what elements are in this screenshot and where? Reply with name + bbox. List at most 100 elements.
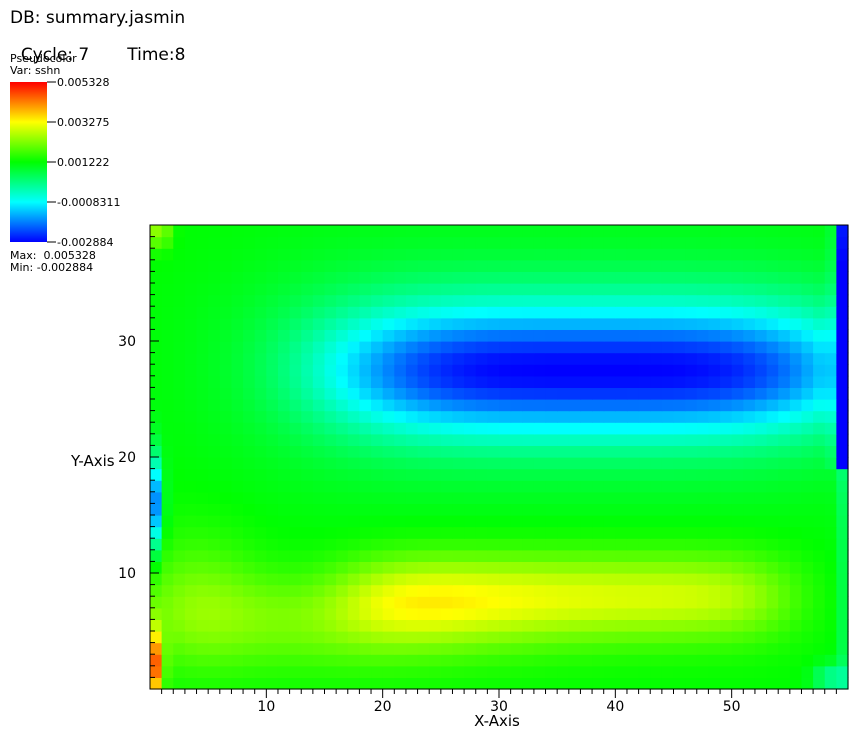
heatmap-cell — [452, 573, 465, 586]
heatmap-cell — [405, 248, 419, 261]
heatmap-cell — [510, 294, 523, 307]
heatmap-cell — [754, 352, 768, 365]
heatmap-cell — [219, 306, 233, 319]
heatmap-cell — [289, 259, 302, 272]
heatmap-cell — [650, 503, 663, 516]
heatmap-cell — [371, 468, 384, 481]
heatmap-cell — [801, 642, 814, 655]
heatmap-cell — [254, 248, 267, 261]
heatmap-cell — [673, 538, 686, 551]
heatmap-cell — [801, 364, 814, 377]
heatmap-cell — [254, 607, 267, 620]
heatmap-cell — [417, 549, 430, 562]
heatmap-cell — [336, 573, 349, 586]
heatmap-cell — [173, 329, 186, 342]
heatmap-cell — [336, 248, 349, 261]
heatmap-cell — [173, 410, 186, 423]
heatmap-cell — [696, 503, 709, 516]
heatmap-cell — [312, 364, 326, 377]
heatmap-cell — [382, 294, 395, 307]
heatmap-cell — [347, 283, 360, 296]
heatmap-cell — [359, 399, 372, 412]
heatmap-cell — [592, 619, 605, 632]
heatmap-cell — [522, 387, 535, 400]
heatmap-cell — [778, 341, 791, 354]
heatmap-cell — [708, 410, 721, 423]
heatmap-cell — [243, 561, 256, 574]
heatmap-cell — [510, 457, 523, 470]
heatmap-cell — [161, 341, 174, 354]
heatmap-cell — [661, 248, 675, 261]
heatmap-cell — [161, 491, 174, 504]
heatmap-cell — [615, 236, 628, 249]
heatmap-cell — [429, 410, 442, 423]
heatmap-cell — [336, 596, 349, 609]
heatmap-cell — [568, 445, 582, 458]
heatmap-cell — [580, 515, 593, 528]
heatmap-cell — [464, 573, 477, 586]
heatmap-cell — [545, 468, 558, 481]
heatmap-cell — [405, 375, 419, 388]
heatmap-cell — [301, 352, 314, 365]
heatmap-cell — [778, 468, 791, 481]
heatmap-cell — [243, 631, 256, 644]
heatmap-cell — [673, 248, 686, 261]
heatmap-cell — [754, 375, 768, 388]
heatmap-cell — [731, 433, 744, 446]
heatmap-cell — [231, 642, 244, 655]
heatmap-cell — [324, 329, 337, 342]
heatmap-cell — [277, 317, 291, 330]
heatmap-cell — [673, 584, 686, 597]
heatmap-cell — [394, 306, 407, 319]
heatmap-cell — [813, 457, 826, 470]
heatmap-cell — [173, 259, 186, 272]
heatmap-cell — [452, 515, 465, 528]
heatmap-cell — [347, 677, 360, 690]
heatmap-cell — [638, 364, 651, 377]
heatmap-cell — [650, 271, 663, 284]
heatmap-cell — [371, 248, 384, 261]
heatmap — [150, 225, 849, 690]
heatmap-cell — [720, 619, 733, 632]
heatmap-cell — [219, 283, 233, 296]
heatmap-cell — [743, 596, 756, 609]
heatmap-cell — [789, 549, 803, 562]
heatmap-cell — [440, 225, 454, 238]
heatmap-cell — [266, 259, 279, 272]
heatmap-cell — [219, 526, 233, 539]
heatmap-cell — [161, 561, 174, 574]
heatmap-cell — [499, 573, 512, 586]
heatmap-cell — [754, 399, 768, 412]
heatmap-cell — [650, 317, 663, 330]
heatmap-cell — [592, 573, 605, 586]
heatmap-cell — [429, 677, 442, 690]
heatmap-cell — [161, 503, 174, 516]
heatmap-cell — [720, 352, 733, 365]
heatmap-cell — [801, 259, 814, 272]
heatmap-cell — [661, 654, 675, 667]
heatmap-cell — [371, 515, 384, 528]
heatmap-cell — [150, 677, 163, 690]
heatmap-cell — [743, 491, 756, 504]
heatmap-cell — [743, 352, 756, 365]
heatmap-cell — [219, 410, 233, 423]
heatmap-cell — [347, 549, 360, 562]
heatmap-cell — [836, 631, 849, 644]
heatmap-cell — [824, 364, 837, 377]
heatmap-cell — [743, 642, 756, 655]
heatmap-cell — [324, 399, 337, 412]
heatmap-cell — [615, 549, 628, 562]
heatmap-cell — [603, 283, 616, 296]
heatmap-cell — [813, 410, 826, 423]
heatmap-cell — [789, 433, 803, 446]
heatmap-cell — [499, 259, 512, 272]
heatmap-cell — [150, 306, 163, 319]
heatmap-cell — [766, 457, 779, 470]
heatmap-cell — [150, 364, 163, 377]
heatmap-cell — [417, 561, 430, 574]
heatmap-cell — [696, 422, 709, 435]
heatmap-cell — [580, 445, 593, 458]
heatmap-cell — [626, 306, 640, 319]
heatmap-cell — [417, 607, 430, 620]
heatmap-cell — [789, 364, 803, 377]
